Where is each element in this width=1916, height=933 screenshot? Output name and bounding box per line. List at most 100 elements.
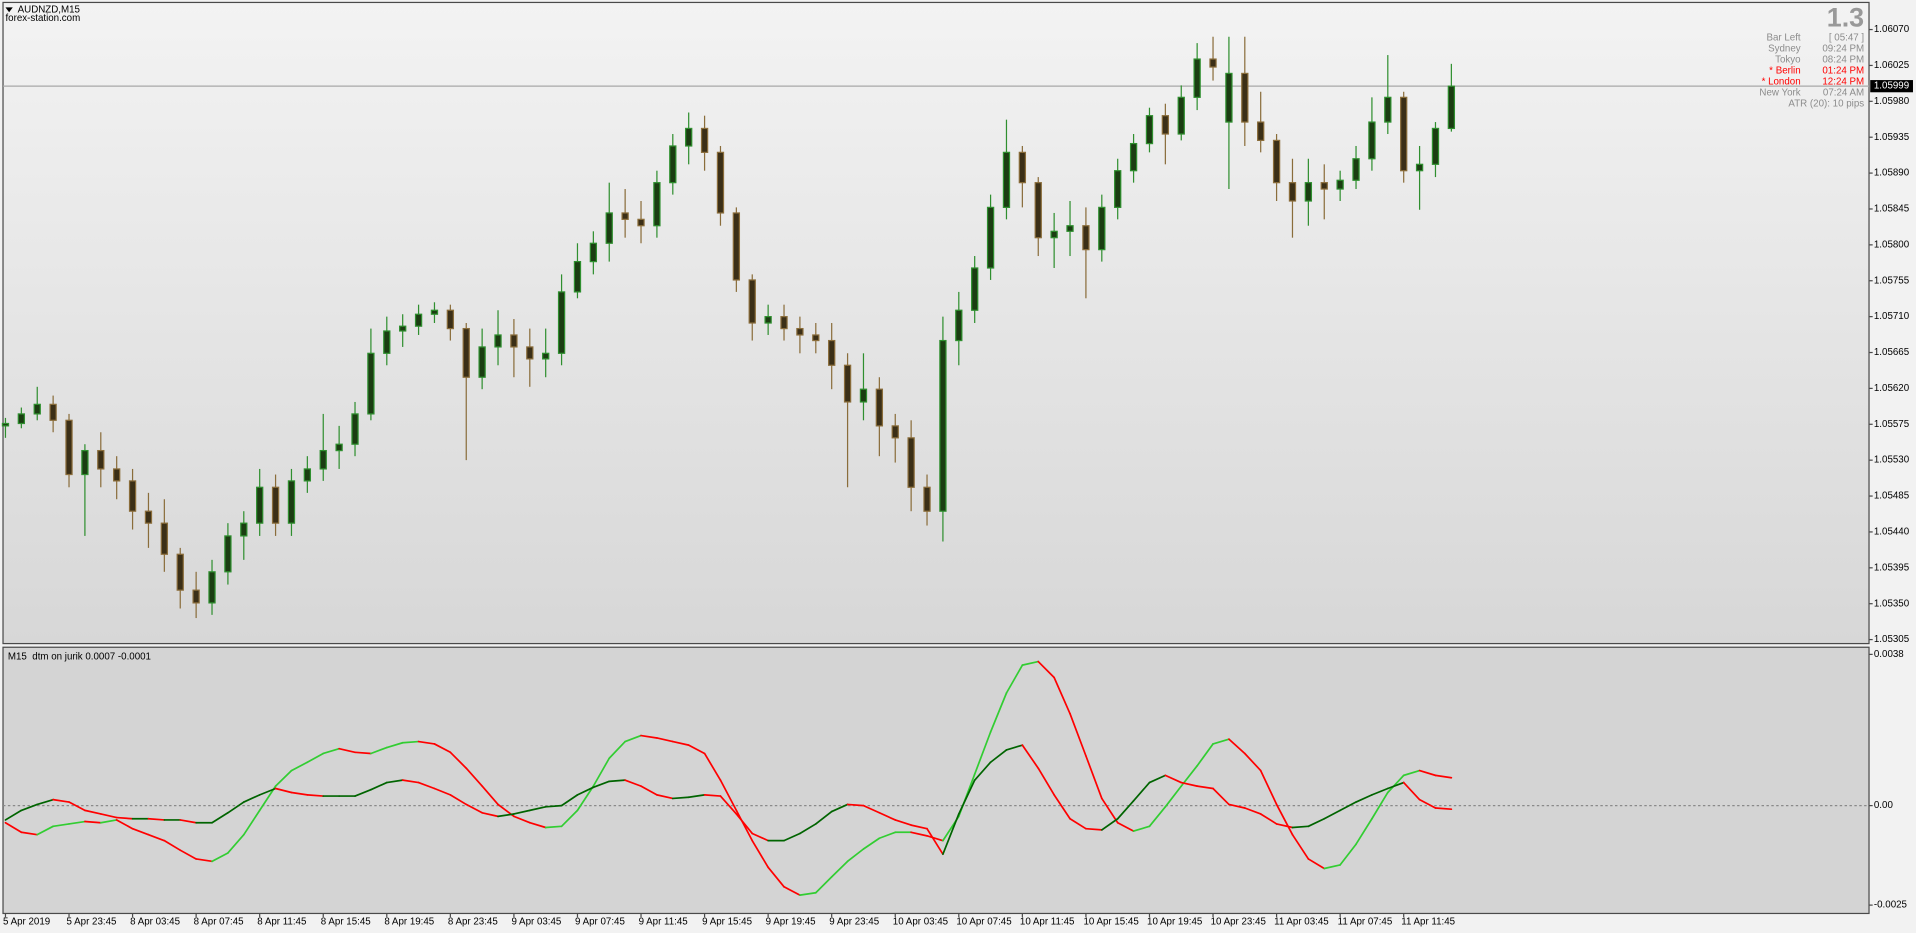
indicator-segment [576,785,595,812]
candle-body [1257,121,1265,142]
indicator-segment [20,803,39,812]
candle-body [939,339,947,512]
indicator-segment [1053,794,1071,820]
indicator-segment [1355,794,1373,803]
indicator-segment [1148,774,1167,784]
indicator-segment [131,827,150,836]
indicator-segment [1164,785,1183,808]
x-tick-label: 5 Apr 2019 [3,917,50,928]
indicator-segment [290,761,309,772]
candle-body [621,212,629,220]
indicator-segment [1291,825,1310,829]
candle-body [764,316,772,324]
candle-body [1241,72,1249,123]
indicator-segment [306,794,325,797]
indicator-segment [513,809,531,815]
indicator-segment [560,794,579,807]
candle-body [1352,158,1360,181]
indicator-segment [1021,744,1040,770]
x-tick-label: 10 Apr 19:45 [1147,917,1203,928]
indicator-segment [227,833,245,854]
candle-body [462,327,470,378]
x-tick-label: 5 Apr 23:45 [67,917,117,928]
candle-body [319,449,327,470]
indicator-segment [1275,803,1294,836]
candle-body [796,327,804,336]
indicator-segment [1339,801,1357,812]
x-tick-label: 9 Apr 11:45 [639,917,689,928]
indicator-segment [846,848,865,863]
y-tick-label: 1.05935 [1874,132,1910,143]
indicator-segment [497,813,515,818]
indicator-segment [735,809,754,842]
indicator-segment [99,819,118,824]
price-layer [1,28,1873,641]
y-tick-label: 1.05710 [1874,311,1910,322]
candle-body [812,334,820,342]
indicator-segment [481,811,499,818]
candle-body [653,182,661,227]
x-tick-label: 11 Apr 07:45 [1338,917,1393,928]
candle-body [144,510,153,524]
indicator-segment [370,746,388,755]
indicator-segment [1100,817,1119,831]
candle-body [891,425,899,439]
indicator-segment [1307,858,1326,870]
candle-body [1304,182,1313,202]
indicator-segment [544,804,563,808]
y-tick-label: 0.00 [1874,800,1894,811]
indicator-segment [401,740,420,744]
indicator-segment [814,810,833,825]
x-tick-label: 8 Apr 11:45 [257,917,307,928]
candle-body [33,403,41,415]
candle-body [17,413,26,425]
indicator-segment [449,751,468,770]
indicator-segment [1307,817,1326,828]
candle-body [303,468,312,482]
candle-body [208,571,216,604]
source-label: forex-station.com [5,13,80,24]
info-label: Tokyo [1775,54,1801,65]
candle-body [1114,170,1122,208]
indicator-segment [719,795,738,815]
menu-triangle[interactable] [5,7,13,13]
info-value: ATR (20): 10 pips [1788,98,1864,109]
indicator-segment [1418,769,1437,777]
version-label: 1.3 [1827,3,1864,33]
indicator-segment [656,794,674,800]
indicator-segment [274,787,293,794]
info-value: 08:24 PM [1822,54,1864,65]
indicator-segment [862,804,881,814]
indicator-segment [1386,781,1405,790]
candle-body [256,486,264,524]
x-tick-label: 9 Apr 07:45 [575,917,625,928]
candle-body [1082,225,1090,251]
candle-body [383,330,391,354]
indicator-segment [465,767,483,787]
indicator-segment [687,794,706,799]
indicator-segment [1164,774,1183,784]
candle-body [1431,127,1440,165]
candle-body [1177,96,1185,135]
y-tick-label: 1.05890 [1874,168,1910,179]
candle-body [446,309,455,330]
x-tick-label: 10 Apr 03:45 [893,917,949,928]
indicator-segment [354,788,372,797]
candle-body [526,346,534,360]
indicator-segment [417,781,436,790]
x-tick-label: 9 Apr 19:45 [766,917,816,928]
candle-body [542,352,550,360]
info-value: 09:24 PM [1822,43,1864,54]
indicator-segment [1180,781,1198,787]
indicator-segment [338,747,356,754]
y-tick-label: 1.05530 [1874,455,1910,466]
info-value: [ 05:47 ] [1829,32,1865,43]
candle-body [224,535,232,573]
indicator-segment [671,796,690,800]
indicator-segment [513,815,531,824]
indicator-segment [719,779,738,812]
indicator-segment [1339,843,1357,866]
candle-body [1209,58,1217,68]
y-tick-label: 1.05800 [1874,239,1910,250]
